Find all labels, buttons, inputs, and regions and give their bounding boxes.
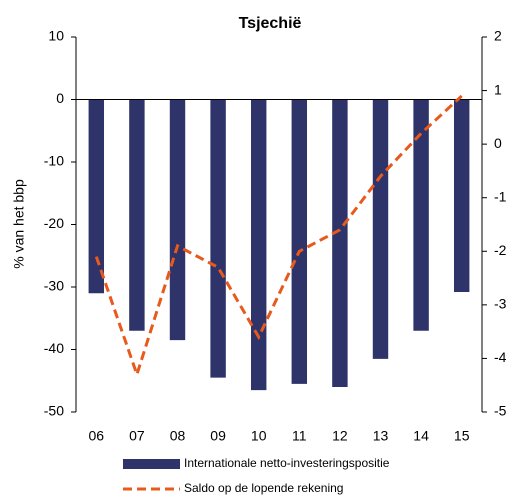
y2-tick-label: -1 — [494, 188, 507, 204]
x-tick-label: 10 — [251, 428, 267, 444]
y2-tick-label: -5 — [494, 403, 507, 419]
x-tick-label: 14 — [413, 428, 429, 444]
line — [94, 94, 463, 380]
y-tick-label: -20 — [44, 215, 64, 231]
y-tick-label: -10 — [44, 153, 64, 169]
y2-tick-label: -2 — [494, 242, 507, 258]
bar — [88, 99, 105, 294]
legend-label: Saldo op de lopende rekening — [184, 481, 343, 495]
x-tick-label: 15 — [454, 428, 470, 444]
y2-tick-label: 0 — [494, 135, 502, 151]
bar — [372, 99, 389, 359]
y-tick-label: 10 — [48, 28, 64, 44]
bar — [291, 99, 308, 384]
y2-tick-label: 1 — [494, 81, 502, 97]
y-tick-label: -50 — [44, 403, 64, 419]
y2-tick-label: 2 — [494, 28, 502, 44]
legend-swatch — [123, 459, 180, 469]
y-axis-label: % van het bbp — [11, 179, 27, 269]
bar — [210, 99, 226, 378]
bar — [169, 99, 186, 341]
bar — [250, 99, 267, 391]
y-tick-label: -40 — [44, 340, 64, 356]
x-tick-label: 13 — [373, 428, 389, 444]
x-tick-label: 06 — [89, 428, 105, 444]
y2-tick-label: -3 — [494, 296, 507, 312]
bar — [129, 99, 145, 331]
y-tick-label: 0 — [56, 90, 64, 106]
bar — [413, 99, 429, 331]
x-tick-label: 12 — [332, 428, 348, 444]
chart-title: Tsjechië — [239, 15, 302, 32]
bar — [332, 99, 348, 387]
x-tick-label: 09 — [210, 428, 226, 444]
legend-label: Internationale netto-investeringspositie — [184, 456, 390, 470]
x-tick-label: 11 — [292, 428, 307, 444]
x-tick-label: 08 — [170, 428, 186, 444]
y-tick-label: -30 — [44, 278, 64, 294]
y2-tick-label: -4 — [494, 349, 507, 365]
bar — [453, 99, 470, 292]
x-tick-label: 07 — [129, 428, 145, 444]
